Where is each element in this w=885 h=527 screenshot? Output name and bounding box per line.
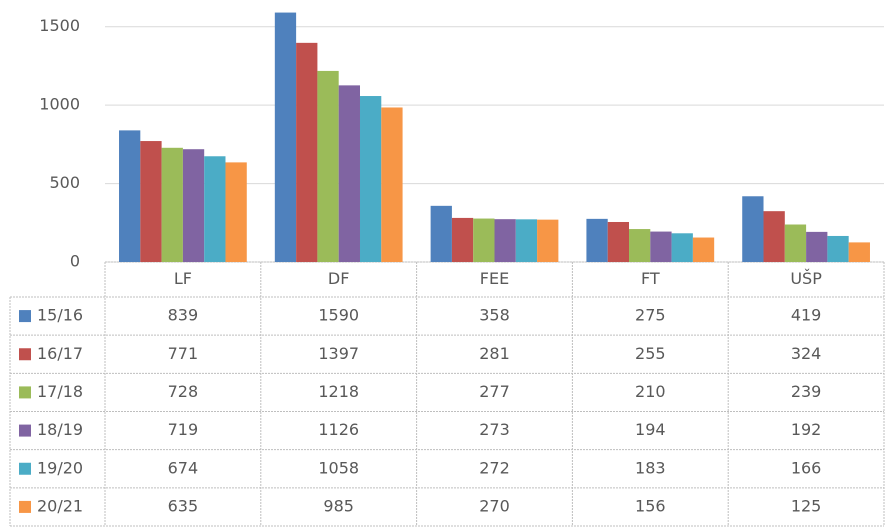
table-value: 1590 — [318, 306, 359, 325]
legend-key — [19, 424, 31, 437]
table-value: 281 — [479, 344, 510, 363]
y-tick-label: 1000 — [39, 95, 80, 114]
table-value: 277 — [479, 382, 510, 401]
table-value: 192 — [791, 420, 822, 439]
table-value: 183 — [635, 458, 666, 477]
bar — [650, 231, 672, 262]
table-value: 125 — [791, 496, 822, 515]
table-value: 275 — [635, 306, 666, 325]
legend-label: 17/18 — [37, 382, 83, 401]
bar — [140, 141, 162, 262]
legend-key — [19, 462, 31, 475]
bar — [806, 231, 828, 262]
bar — [274, 12, 297, 262]
table-value: 210 — [635, 382, 666, 401]
bar — [629, 229, 651, 262]
legend-label: 18/19 — [37, 420, 83, 439]
table-value: 358 — [479, 306, 510, 325]
bar — [296, 42, 318, 262]
bar — [430, 205, 452, 262]
legend-label: 16/17 — [37, 344, 83, 363]
table-value: 273 — [479, 420, 510, 439]
table-value: 771 — [168, 344, 199, 363]
bar — [182, 149, 205, 262]
table-value: 194 — [635, 420, 666, 439]
bar — [204, 156, 226, 262]
table-value: 270 — [479, 496, 510, 515]
bar — [586, 218, 608, 262]
x-tick-label: DF — [328, 269, 350, 288]
table-value: 1397 — [318, 344, 359, 363]
bar — [338, 85, 360, 262]
legend-key — [19, 500, 31, 513]
bar — [161, 147, 183, 262]
table-value: 156 — [635, 496, 666, 515]
bar — [848, 242, 870, 262]
bar — [671, 233, 693, 262]
y-tick-label: 0 — [70, 252, 80, 271]
bar — [381, 107, 403, 263]
table-value: 239 — [791, 382, 822, 401]
table-value: 719 — [168, 420, 199, 439]
bar — [763, 211, 785, 262]
bar — [225, 162, 247, 262]
table-value: 985 — [323, 496, 354, 515]
legend-key — [19, 348, 31, 361]
bar — [359, 96, 382, 263]
bar — [119, 130, 141, 262]
x-tick-label: LF — [174, 269, 192, 288]
table-value: 1058 — [318, 458, 359, 477]
table-value: 324 — [791, 344, 822, 363]
bar — [537, 219, 559, 262]
bar — [827, 235, 849, 262]
table-value: 1218 — [318, 382, 359, 401]
table-value: 419 — [791, 306, 822, 325]
bar — [473, 218, 495, 262]
y-tick-label: 1500 — [39, 16, 80, 35]
table-value: 272 — [479, 458, 510, 477]
table-value: 1126 — [318, 420, 359, 439]
y-tick-label: 500 — [49, 173, 80, 192]
bar — [515, 219, 538, 262]
x-tick-label: UŠP — [790, 269, 822, 288]
table-value: 674 — [168, 458, 199, 477]
legend-key — [19, 310, 31, 323]
table-value: 728 — [168, 382, 199, 401]
legend-label: 19/20 — [37, 458, 83, 477]
bar — [692, 237, 715, 262]
table-value: 635 — [168, 496, 199, 515]
bar — [451, 217, 474, 262]
legend-label: 20/21 — [37, 496, 83, 515]
bar — [317, 70, 339, 263]
legend-key — [19, 386, 31, 399]
bar — [784, 224, 807, 262]
table-value: 166 — [791, 458, 822, 477]
bar — [607, 221, 630, 262]
table-value: 255 — [635, 344, 666, 363]
bar — [494, 219, 516, 262]
x-tick-label: FEE — [480, 269, 509, 288]
legend-label: 15/16 — [37, 306, 83, 325]
x-tick-label: FT — [641, 269, 660, 288]
bar — [742, 196, 764, 262]
table-value: 839 — [168, 306, 199, 325]
